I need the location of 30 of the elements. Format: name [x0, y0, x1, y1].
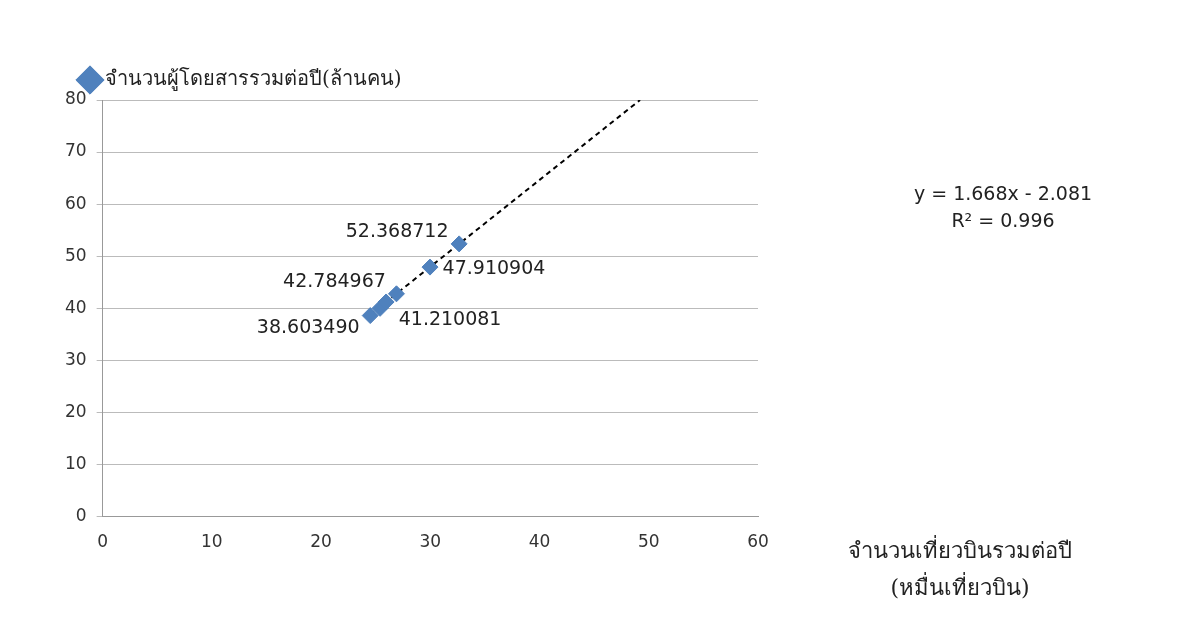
y-tick-label: 40 [64, 296, 87, 317]
x-tick-label: 0 [97, 531, 109, 552]
point [450, 235, 468, 253]
x-tick-label: 20 [310, 531, 332, 552]
data-label: 52.368712 [345, 218, 449, 241]
y-tick-label: 60 [64, 192, 87, 213]
x-tick-label: 60 [747, 531, 769, 552]
point [377, 293, 395, 311]
point [361, 307, 379, 325]
y-tick-label: 30 [64, 348, 87, 369]
text: R² = 0.996 [951, 208, 1055, 231]
x-tick-label: 50 [637, 531, 660, 552]
data-label: 38.603490 [256, 314, 360, 337]
y-tick-label: 10 [64, 452, 87, 473]
x-axis-title: จำนวนเที่ยวบินรวมต่อปี (หมื่นเที่ยวบิน) [847, 534, 1073, 603]
y-tick-label: 20 [64, 400, 87, 421]
point [387, 285, 405, 303]
data-label: 47.910904 [442, 256, 546, 279]
legend-label: จำนวนผู้โดยสารรวมต่อปี(ล้านคน) [105, 66, 402, 92]
text: y = 1.668x - 2.081 [913, 181, 1093, 204]
x-tick-label: 10 [201, 531, 223, 552]
x-tick-label: 30 [419, 531, 442, 552]
data-label: 42.784967 [283, 268, 386, 291]
y-tick-label: 0 [75, 505, 87, 526]
y-tick-label: 80 [64, 88, 87, 109]
x-tick-label: 40 [528, 531, 551, 552]
point [421, 258, 439, 276]
data-label: 41.210081 [398, 306, 502, 329]
y-tick-label: 50 [64, 244, 87, 265]
y-tick-label: 70 [64, 140, 87, 161]
